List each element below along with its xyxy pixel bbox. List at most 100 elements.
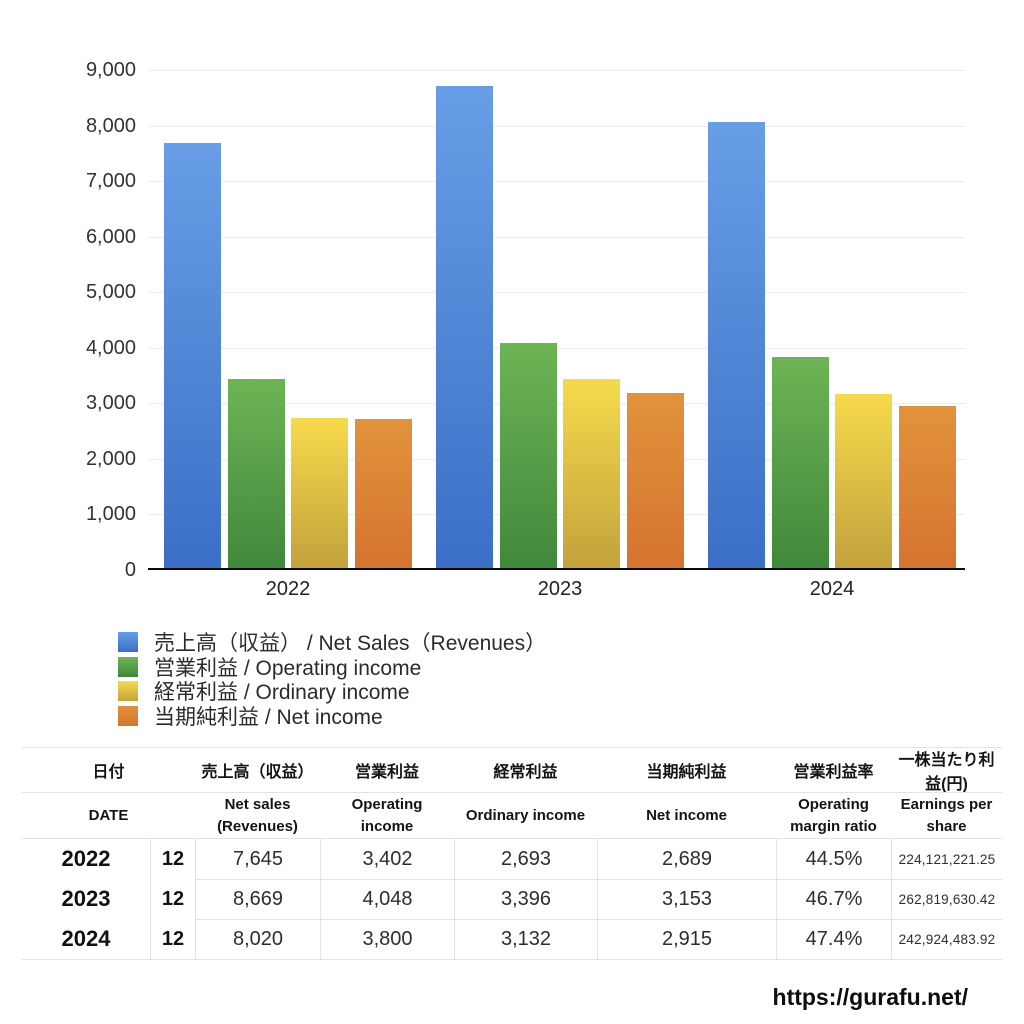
cell-operating_income: 4,048 bbox=[320, 879, 454, 919]
cell-operating_income: 3,402 bbox=[320, 839, 454, 879]
cell-net_sales: 7,645 bbox=[195, 839, 320, 879]
cell-operating_margin: 46.7% bbox=[776, 879, 891, 919]
header-line: income bbox=[360, 817, 414, 835]
bar-2023-series1 bbox=[499, 343, 557, 568]
cell-ordinary_income: 3,396 bbox=[454, 879, 597, 919]
header-cell: 一株当たり利益(円) bbox=[898, 752, 995, 792]
bar-2022-series3 bbox=[354, 418, 412, 568]
cell-net_sales: 8,020 bbox=[195, 919, 320, 959]
x-tick-label: 2023 bbox=[537, 578, 583, 600]
cell-eps: 242,924,483.92 bbox=[891, 919, 1002, 959]
header-line: Operating bbox=[351, 795, 423, 813]
y-tick-label: 5,000 bbox=[85, 281, 136, 304]
y-tick-label: 9,000 bbox=[85, 59, 136, 81]
y-tick-label: 8,000 bbox=[85, 114, 136, 137]
bar-2023-series0 bbox=[436, 86, 494, 568]
cell-month: 12 bbox=[150, 919, 195, 959]
legend-swatch-icon bbox=[118, 705, 138, 726]
bar-2023-series2 bbox=[563, 379, 621, 568]
cell-ordinary_income: 2,693 bbox=[454, 839, 597, 879]
cell-year: 2022 bbox=[61, 846, 111, 871]
bar-2024-series0 bbox=[708, 122, 766, 568]
chart-legend: 売上高（収益） / Net Sales（Revenues） 営業利益 / Oper… bbox=[118, 630, 546, 729]
legend-label: 当期純利益 / Net income bbox=[154, 705, 383, 729]
bar-2022-series1 bbox=[227, 379, 285, 568]
x-tick-label: 2024 bbox=[809, 578, 855, 600]
header-cell: 経常利益 bbox=[493, 764, 558, 781]
header-cell: 営業利益 bbox=[354, 764, 419, 781]
cell-eps: 224,121,221.25 bbox=[891, 839, 1002, 879]
gridline bbox=[148, 181, 965, 183]
site-url: https://gurafu.net/ bbox=[772, 984, 968, 1010]
y-tick-label: 0 bbox=[124, 559, 136, 581]
cell-net_sales: 8,669 bbox=[195, 879, 320, 919]
legend-item: 経常利益 / Ordinary income bbox=[118, 679, 546, 704]
legend-swatch-icon bbox=[118, 632, 138, 653]
legend-label: 営業利益 / Operating income bbox=[154, 656, 422, 680]
cell-net_income: 2,689 bbox=[597, 839, 776, 879]
y-tick-label: 1,000 bbox=[85, 503, 136, 526]
legend-label: 売上高（収益） / Net Sales（Revenues） bbox=[154, 632, 547, 656]
cell-eps: 262,819,630.42 bbox=[891, 879, 1002, 919]
table-header-jp: 日付 売上高（収益） 営業利益 経常利益 当期純利益 営業利益率 一株当たり利益(円) bbox=[22, 748, 1002, 793]
bar-2022-series2 bbox=[291, 418, 349, 568]
header-cell: Ordinary income bbox=[454, 793, 597, 838]
cell-ordinary_income: 3,132 bbox=[454, 919, 597, 959]
header-cell: Net income bbox=[597, 793, 776, 838]
bar-2022-series0 bbox=[164, 143, 222, 568]
cell-net_income: 3,153 bbox=[597, 879, 776, 919]
header-line: Operating bbox=[798, 795, 869, 813]
header-line: Net sales bbox=[224, 795, 291, 813]
legend-item: 当期純利益 / Net income bbox=[118, 704, 546, 729]
legend-label: 経常利益 / Ordinary income bbox=[154, 681, 410, 705]
header-cell: Earnings per share bbox=[891, 793, 1002, 838]
header-cell: 当期純利益 bbox=[646, 764, 727, 781]
header-line: (Revenues) bbox=[217, 817, 298, 835]
header-line: margin ratio bbox=[790, 817, 877, 835]
header-cell: Operating income bbox=[320, 793, 454, 838]
cell-net_income: 2,915 bbox=[597, 919, 776, 959]
gridline bbox=[148, 125, 965, 127]
legend-item: 売上高（収益） / Net Sales（Revenues） bbox=[118, 630, 546, 655]
x-tick-label: 2022 bbox=[265, 578, 311, 600]
y-tick-label: 6,000 bbox=[85, 225, 136, 248]
header-cell: 売上高（収益） bbox=[201, 764, 314, 781]
cell-operating_margin: 47.4% bbox=[776, 919, 891, 959]
header-line: Ordinary income bbox=[465, 806, 586, 824]
financial-table: 日付 売上高（収益） 営業利益 経常利益 当期純利益 営業利益率 一株当たり利益(円) DAT… bbox=[22, 747, 1002, 960]
header-line: share bbox=[926, 817, 967, 835]
gridline bbox=[148, 70, 965, 71]
bar-2024-series1 bbox=[771, 356, 829, 568]
header-cell: Net sales (Revenues) bbox=[195, 793, 320, 838]
cell-month: 12 bbox=[150, 839, 195, 879]
header-line: DATE bbox=[88, 806, 129, 824]
header-cell: Operating margin ratio bbox=[776, 793, 891, 838]
y-tick-label: 3,000 bbox=[85, 392, 136, 415]
header-line: Earnings per bbox=[900, 795, 993, 813]
legend-swatch-icon bbox=[118, 681, 138, 702]
table-row: 2022 12 7,645 3,402 2,693 2,689 44.5% 224,121,2… bbox=[22, 839, 1002, 879]
cell-operating_income: 3,800 bbox=[320, 919, 454, 959]
table-row: 2023 12 8,669 4,048 3,396 3,153 46.7% 262,819,6… bbox=[22, 879, 1002, 919]
bar-2024-series3 bbox=[898, 406, 956, 568]
legend-swatch-icon bbox=[118, 656, 138, 677]
legend-item: 営業利益 / Operating income bbox=[118, 655, 546, 680]
bar-2024-series2 bbox=[835, 394, 893, 568]
header-line: Net income bbox=[646, 806, 727, 824]
table-row: 2024 12 8,020 3,800 3,132 2,915 47.4% 242,924,4… bbox=[22, 919, 1002, 959]
y-tick-label: 7,000 bbox=[85, 170, 136, 193]
cell-year: 2024 bbox=[61, 926, 111, 951]
plot-area bbox=[148, 70, 965, 570]
y-tick-label: 4,000 bbox=[85, 336, 136, 359]
header-cell: 日付 bbox=[92, 764, 125, 781]
header-cell: DATE bbox=[22, 793, 195, 838]
cell-year: 2023 bbox=[61, 886, 111, 911]
cell-month: 12 bbox=[150, 879, 195, 919]
y-tick-label: 2,000 bbox=[85, 447, 136, 470]
table-header-en: DATE Net sales (Revenues) Operating income Or… bbox=[22, 793, 1002, 839]
gridline bbox=[148, 236, 965, 238]
gridline bbox=[148, 292, 965, 294]
cell-operating_margin: 44.5% bbox=[776, 839, 891, 879]
header-cell: 営業利益率 bbox=[793, 764, 874, 781]
bar-2023-series3 bbox=[626, 392, 684, 568]
